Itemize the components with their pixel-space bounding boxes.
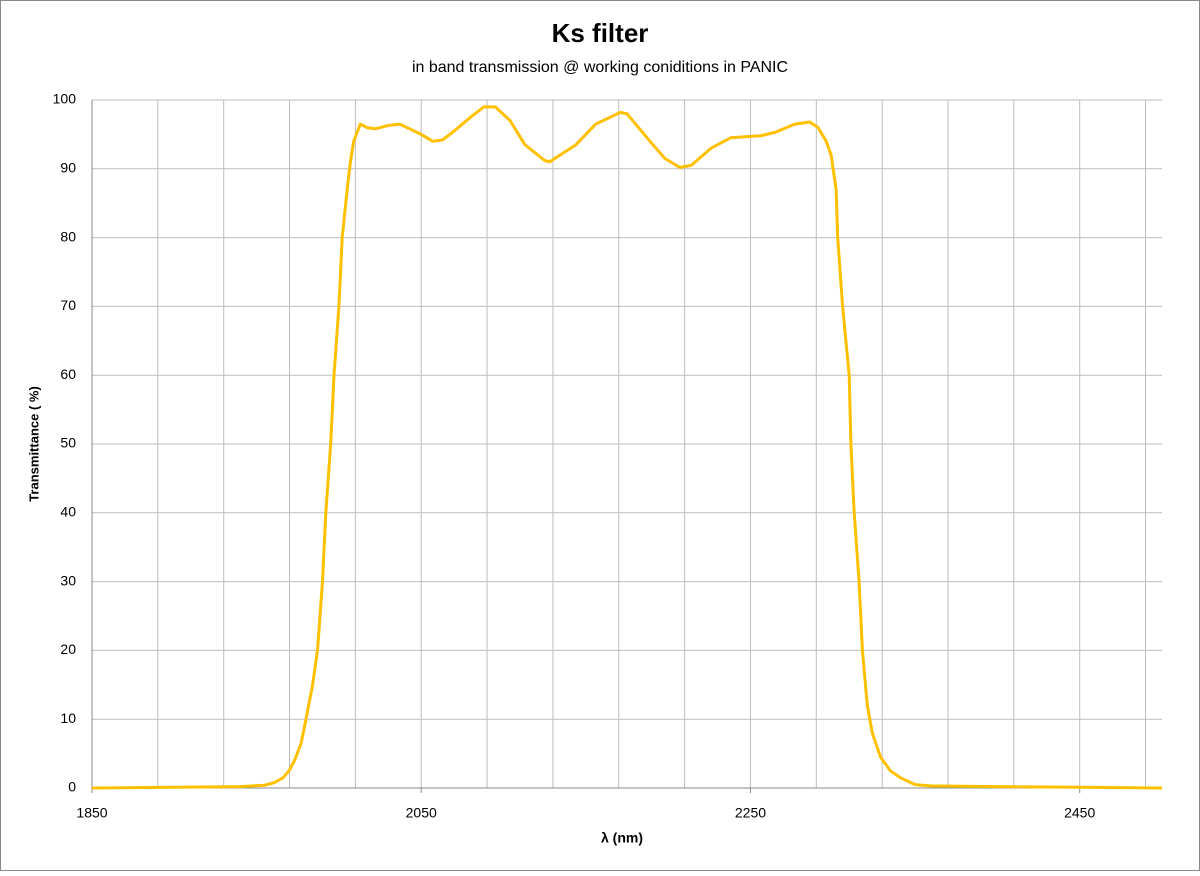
- y-tick-label: 20: [60, 641, 76, 657]
- x-tick-label: 2250: [735, 805, 766, 821]
- y-tick-label: 100: [53, 91, 77, 107]
- chart-subtitle: in band transmission @ working coniditio…: [412, 59, 788, 76]
- y-tick-label: 70: [60, 297, 76, 313]
- y-tick-label: 50: [60, 435, 76, 451]
- y-tick-label: 90: [60, 160, 76, 176]
- y-tick-label: 60: [60, 366, 76, 382]
- y-tick-label: 10: [60, 710, 76, 726]
- y-tick-label: 80: [60, 228, 76, 244]
- y-tick-label: 30: [60, 572, 76, 588]
- data-line: [91, 105, 1163, 790]
- x-axis-label: λ (nm): [601, 830, 643, 846]
- y-axis-label: Transmittance ( %): [26, 386, 41, 502]
- x-tick-label: 1850: [76, 805, 107, 821]
- x-tick-label: 2050: [406, 805, 437, 821]
- y-tick-label: 40: [60, 504, 76, 520]
- x-tick-label: 2450: [1064, 805, 1095, 821]
- y-tick-label: 0: [68, 779, 76, 795]
- chart-title: Ks filter: [552, 18, 649, 48]
